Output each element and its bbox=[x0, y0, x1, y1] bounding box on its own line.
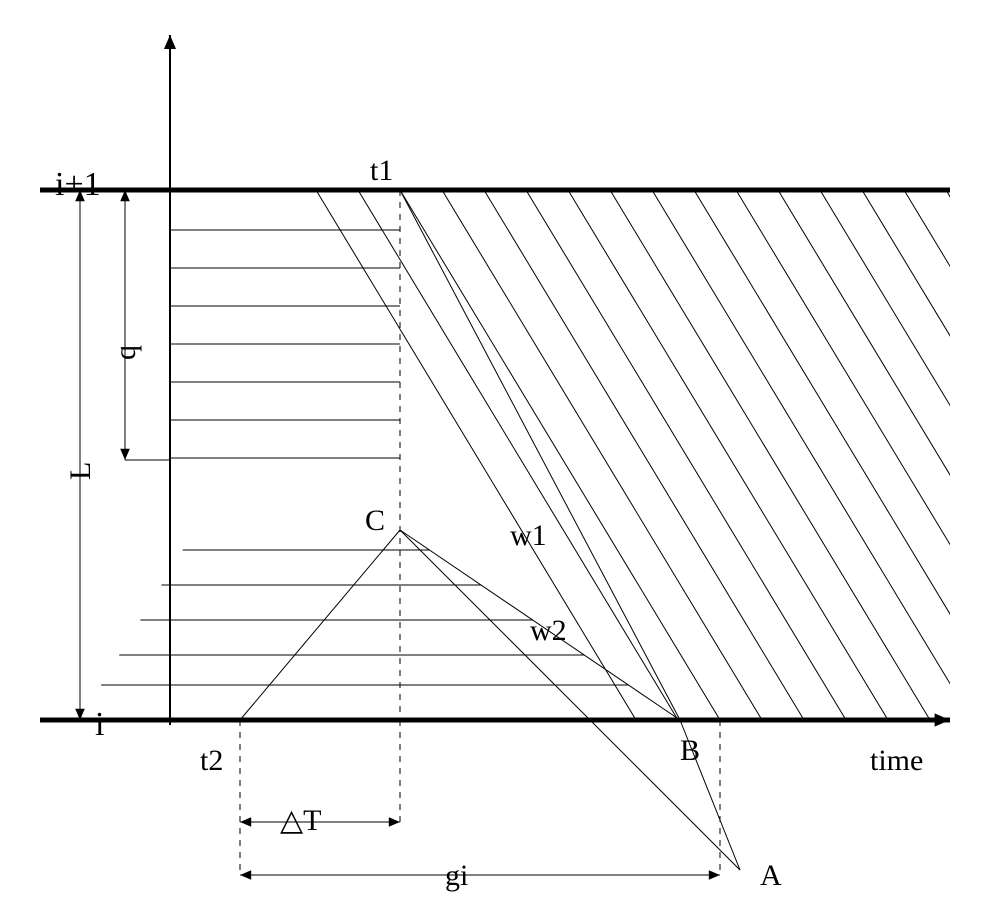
svg-text:△T: △T bbox=[280, 804, 321, 837]
svg-text:t2: t2 bbox=[200, 744, 223, 777]
svg-text:t1: t1 bbox=[370, 154, 393, 187]
svg-text:q: q bbox=[109, 345, 142, 360]
svg-text:L: L bbox=[64, 462, 97, 480]
svg-text:time: time bbox=[870, 744, 923, 777]
svg-text:A: A bbox=[760, 859, 782, 892]
svg-text:w2: w2 bbox=[530, 614, 567, 647]
svg-text:gi: gi bbox=[445, 859, 468, 892]
svg-text:B: B bbox=[680, 734, 700, 767]
svg-text:i+1: i+1 bbox=[55, 166, 101, 203]
svg-text:C: C bbox=[365, 504, 385, 537]
svg-text:i: i bbox=[95, 706, 104, 743]
svg-text:w1: w1 bbox=[510, 519, 547, 552]
